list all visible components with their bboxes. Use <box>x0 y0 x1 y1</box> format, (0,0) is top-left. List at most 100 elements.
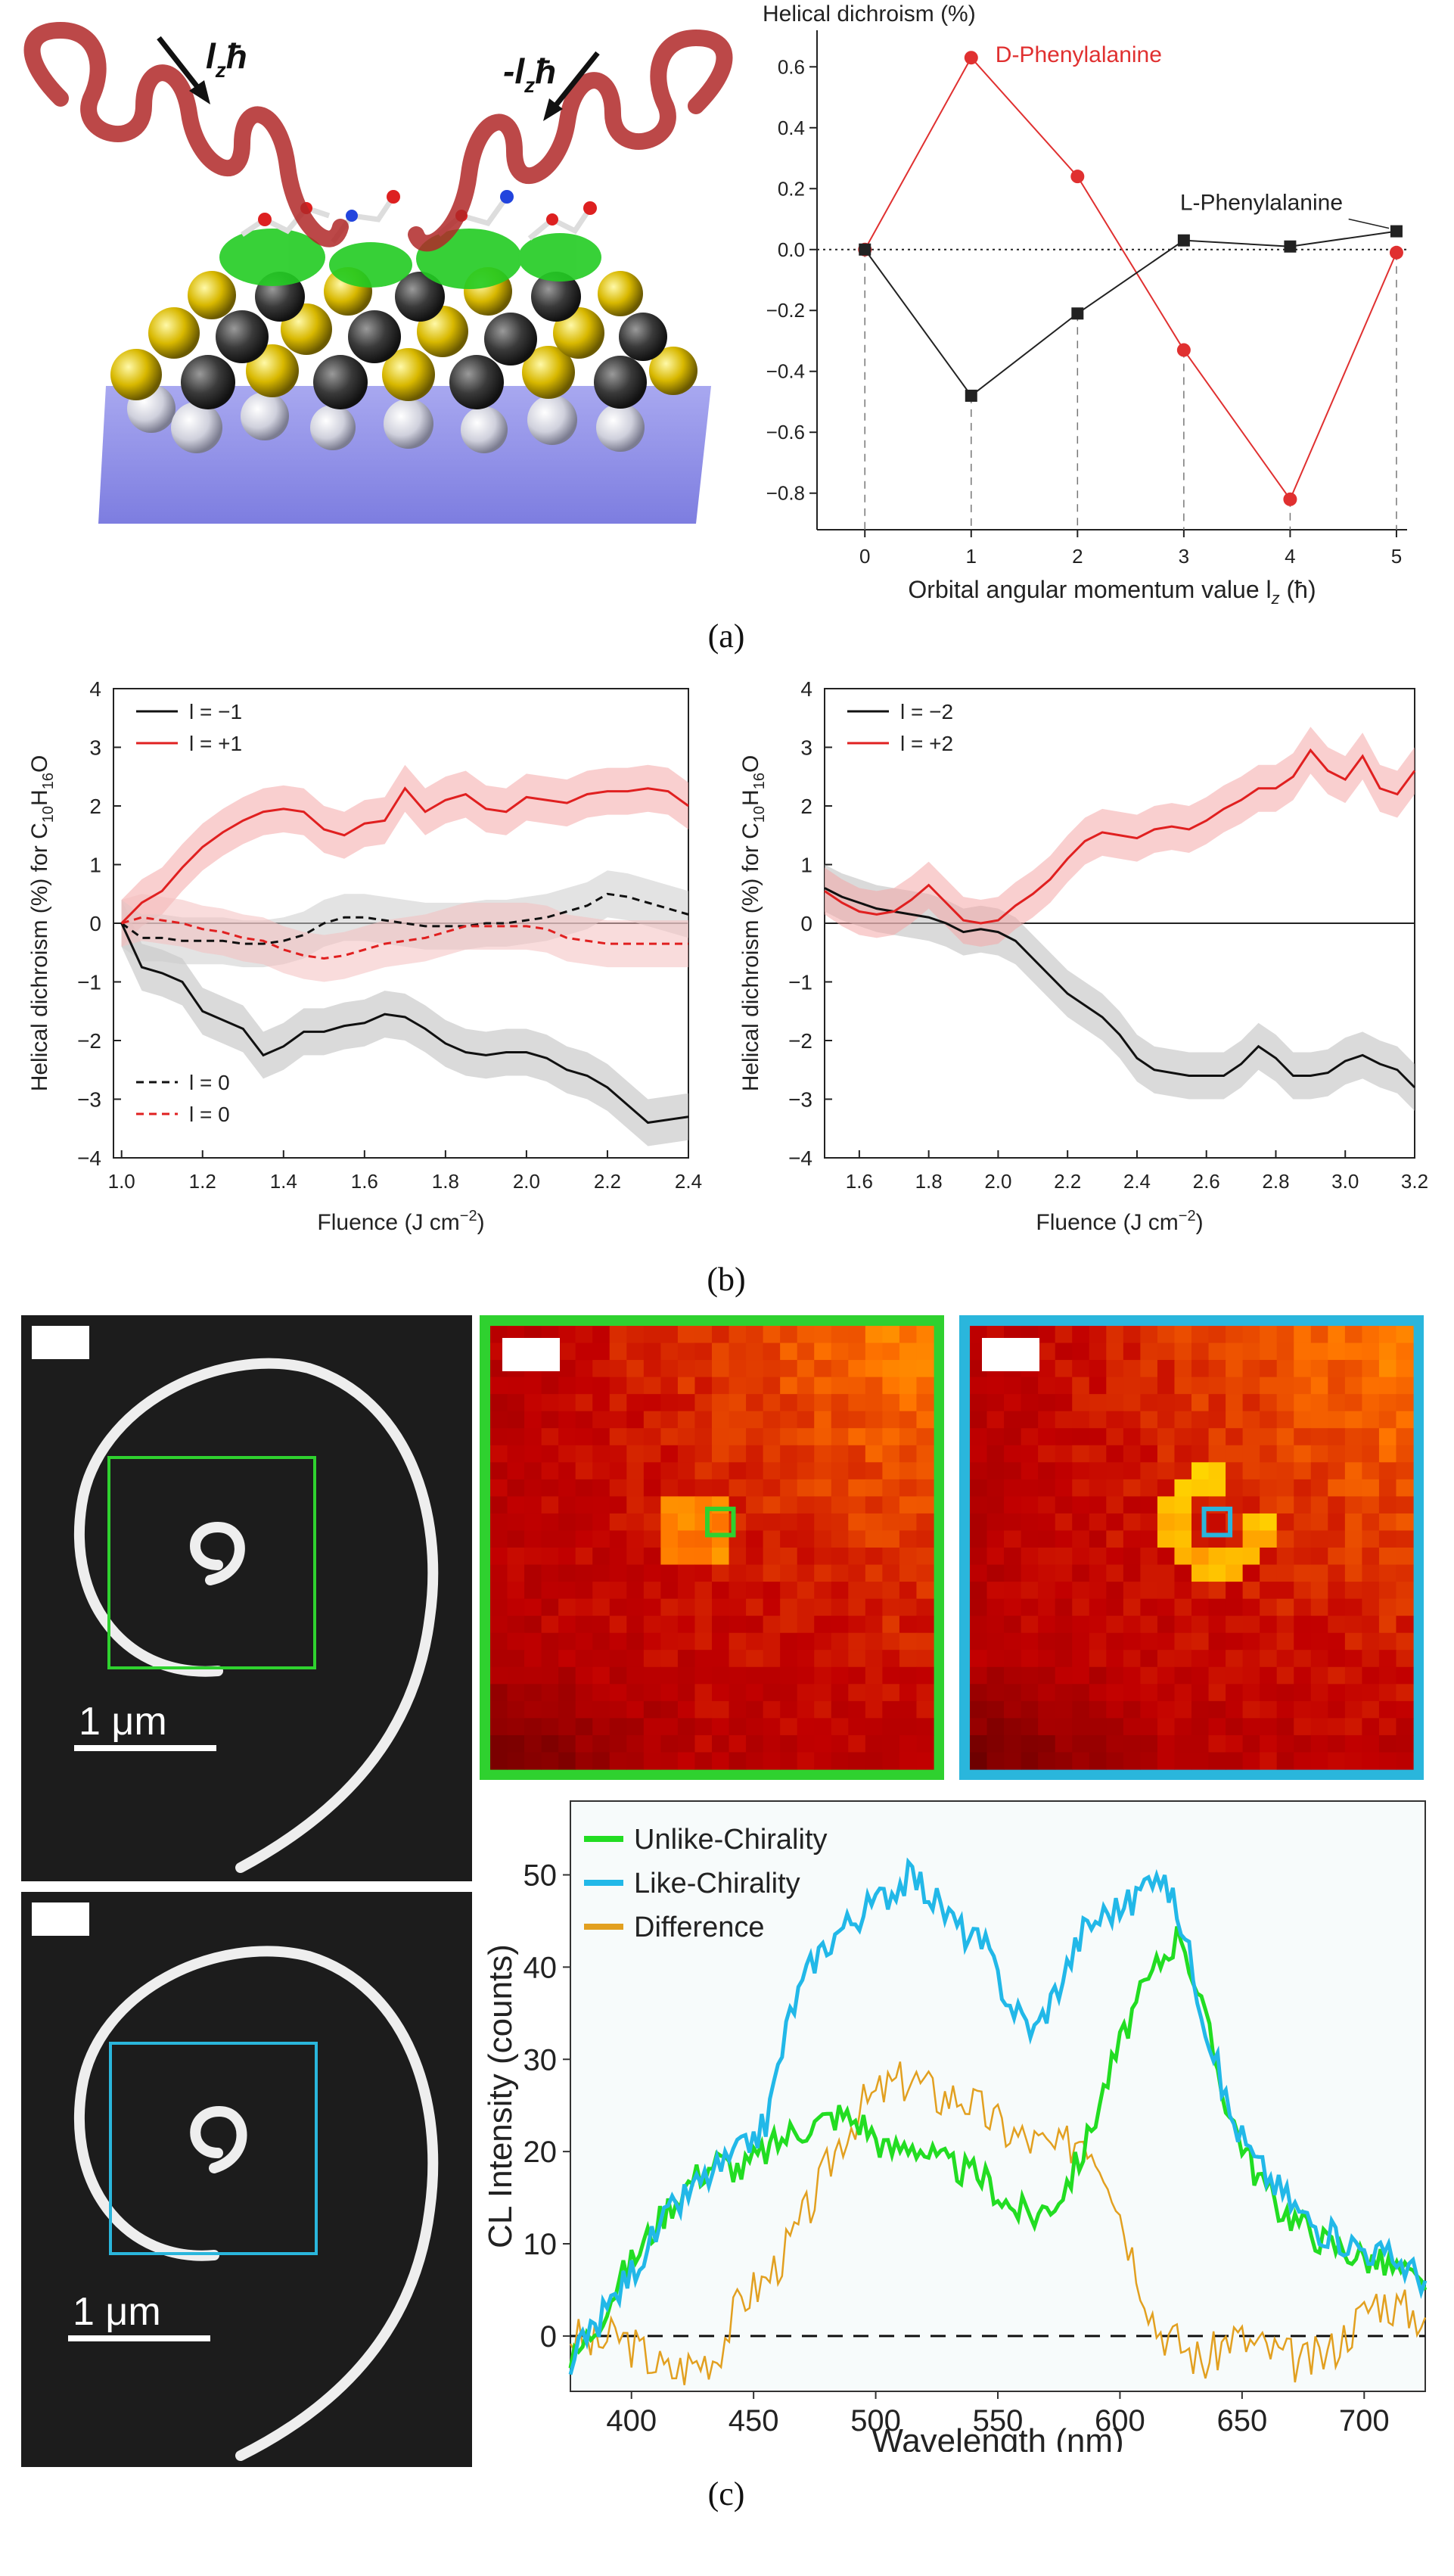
map-pixel <box>1123 1462 1141 1480</box>
map-pixel <box>899 1616 918 1634</box>
y-tick-label: 0.6 <box>778 55 805 78</box>
map-pixel <box>916 1530 934 1548</box>
map-pixel <box>1396 1462 1414 1480</box>
map-pixel <box>1276 1582 1294 1600</box>
map-pixel <box>1055 1666 1073 1685</box>
map-pixel <box>592 1377 610 1395</box>
map-pixel <box>1328 1445 1346 1463</box>
map-pixel <box>970 1582 988 1600</box>
map-pixel <box>1242 1632 1260 1650</box>
map-pixel <box>1174 1326 1192 1344</box>
map-pixel <box>899 1700 918 1719</box>
map-pixel <box>1260 1718 1278 1736</box>
map-pixel <box>575 1394 593 1412</box>
map-pixel <box>1123 1666 1141 1685</box>
map-pixel <box>1362 1650 1380 1668</box>
map-pixel <box>1038 1479 1056 1497</box>
map-pixel <box>677 1496 696 1514</box>
map-pixel <box>814 1462 832 1480</box>
map-pixel <box>882 1394 900 1412</box>
map-pixel <box>899 1479 918 1497</box>
map-pixel <box>575 1513 593 1532</box>
data-point-d-phe <box>1283 492 1297 506</box>
map-pixel <box>660 1326 679 1344</box>
map-pixel <box>1276 1513 1294 1532</box>
map-pixel <box>1362 1666 1380 1685</box>
map-pixel <box>865 1326 883 1344</box>
map-pixel <box>1276 1530 1294 1548</box>
arrow-left-label: lzħ <box>206 36 247 82</box>
map-pixel <box>660 1718 679 1736</box>
map-pixel <box>1021 1666 1039 1685</box>
map-pixel <box>1174 1718 1192 1736</box>
map-pixel <box>882 1428 900 1446</box>
map-pixel <box>1294 1564 1312 1582</box>
map-pixel <box>712 1734 730 1753</box>
map-pixel <box>729 1394 747 1412</box>
map-pixel <box>1276 1462 1294 1480</box>
map-pixel <box>916 1616 934 1634</box>
map-pixel <box>677 1360 696 1378</box>
map-pixel <box>1396 1479 1414 1497</box>
map-pixel <box>970 1650 988 1668</box>
map-pixel <box>575 1734 593 1753</box>
map-pixel <box>882 1700 900 1719</box>
y-tick-label: −4 <box>77 1146 101 1170</box>
map-pixel <box>1328 1718 1346 1736</box>
map-pixel <box>986 1411 1005 1429</box>
map-pixel <box>575 1598 593 1616</box>
map-pixel <box>1294 1411 1312 1429</box>
map-pixel <box>763 1684 781 1702</box>
map-pixel <box>1310 1513 1328 1532</box>
map-pixel <box>1055 1394 1073 1412</box>
map-pixel <box>490 1513 508 1532</box>
map-pixel <box>1089 1326 1107 1344</box>
map-pixel <box>797 1752 815 1770</box>
x-tick-label: 0 <box>859 545 870 568</box>
map-pixel <box>712 1666 730 1685</box>
map-pixel <box>865 1445 883 1463</box>
map-pixel <box>916 1752 934 1770</box>
map-pixel <box>1362 1377 1380 1395</box>
map-pixel <box>797 1530 815 1548</box>
map-pixel <box>1140 1718 1158 1736</box>
series-line-d-phe <box>864 56 1397 501</box>
map-pixel <box>541 1428 559 1446</box>
map-pixel <box>1378 1462 1397 1480</box>
map-pixel <box>1038 1530 1056 1548</box>
map-pixel <box>1089 1445 1107 1463</box>
map-pixel <box>643 1752 661 1770</box>
y-axis-label: CL Intensity (counts) <box>482 1944 519 2248</box>
map-pixel <box>609 1582 627 1600</box>
map-pixel <box>1260 1326 1278 1344</box>
map-pixel <box>1362 1462 1380 1480</box>
map-pixel <box>1344 1684 1362 1702</box>
map-pixel <box>524 1462 542 1480</box>
map-pixel <box>1072 1734 1090 1753</box>
map-pixel <box>1242 1462 1260 1480</box>
map-pixel <box>1396 1616 1414 1634</box>
map-pixel <box>524 1394 542 1412</box>
map-pixel <box>677 1377 696 1395</box>
map-pixel <box>865 1752 883 1770</box>
map-pixel <box>1106 1394 1124 1412</box>
map-pixel <box>712 1548 730 1566</box>
map-pixel <box>814 1513 832 1532</box>
map-pixel <box>780 1326 798 1344</box>
map-pixel <box>1191 1548 1210 1566</box>
map-pixel <box>1294 1479 1312 1497</box>
data-point-l-phe <box>1177 234 1190 247</box>
map-pixel <box>660 1632 679 1650</box>
map-pixel <box>899 1598 918 1616</box>
map-pixel <box>797 1394 815 1412</box>
map-pixel <box>780 1684 798 1702</box>
map-pixel <box>507 1582 525 1600</box>
map-pixel <box>1106 1428 1124 1446</box>
map-pixel <box>1038 1650 1056 1668</box>
map-pixel <box>660 1700 679 1719</box>
map-pixel <box>1157 1479 1176 1497</box>
map-pixel <box>1055 1513 1073 1532</box>
map-pixel <box>899 1445 918 1463</box>
map-pixel <box>1157 1616 1176 1634</box>
